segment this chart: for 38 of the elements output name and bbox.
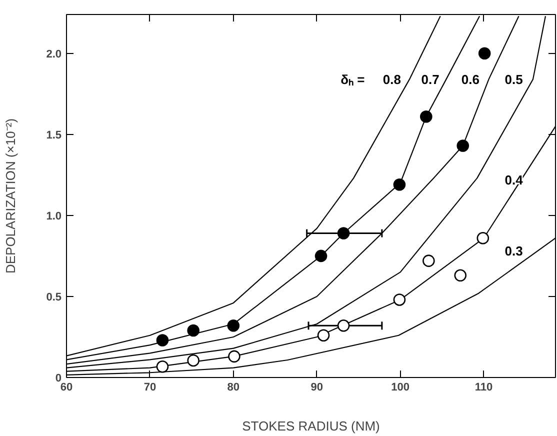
x-tick-label: 110: [474, 382, 493, 394]
y-tick-label: 1.0: [46, 210, 62, 222]
annotation: 0.8: [382, 72, 401, 87]
point: [337, 227, 350, 240]
point: [393, 294, 406, 306]
point: [456, 140, 470, 152]
x-tick-label: 80: [227, 382, 240, 394]
x-tick-label: 100: [391, 382, 410, 394]
annotation: δₕ =: [340, 72, 366, 87]
point: [228, 350, 240, 363]
point: [314, 250, 328, 262]
point: [393, 178, 406, 191]
y-tick-label: 2.0: [46, 48, 62, 60]
point: [422, 254, 435, 267]
y-axis-title: DEPOLARIZATION (×10⁻²): [3, 118, 18, 274]
point: [227, 320, 240, 332]
point: [478, 47, 491, 60]
x-tick-label: 60: [60, 382, 73, 394]
y-tick-label: 0: [55, 372, 62, 384]
y-tick-label: 0.5: [46, 291, 62, 304]
annotation: 0.5: [504, 72, 523, 87]
point: [187, 324, 200, 337]
point: [476, 232, 490, 244]
point: [317, 329, 330, 342]
point: [156, 360, 169, 373]
annotation: 0.7: [421, 72, 440, 87]
annotation: 0.4: [504, 172, 524, 188]
y-tick-label: 1.5: [46, 129, 62, 142]
x-tick-label: 90: [310, 382, 323, 394]
point: [187, 354, 200, 367]
point: [337, 320, 350, 332]
point: [156, 334, 169, 346]
x-axis-title: STOKES RADIUS (NM): [242, 418, 380, 434]
point: [420, 110, 432, 123]
x-tick-label: 70: [144, 382, 156, 394]
annotation: 0.3: [504, 244, 523, 259]
annotation: 0.6: [461, 72, 480, 87]
point: [454, 269, 467, 282]
